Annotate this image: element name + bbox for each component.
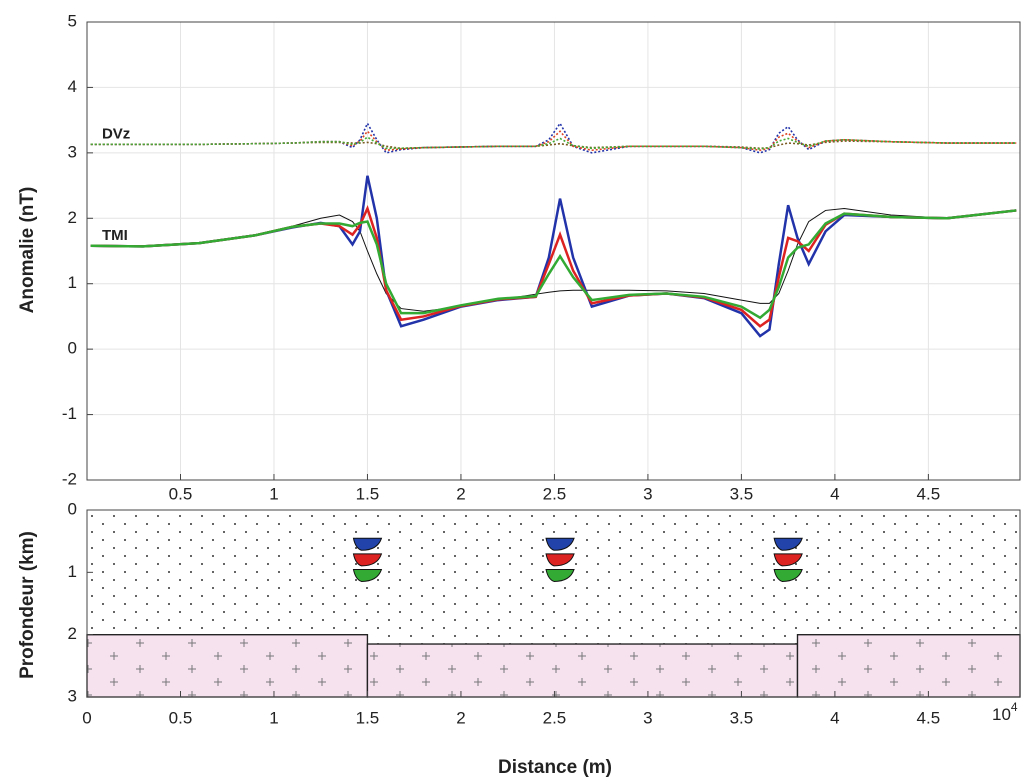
x-axis-label: Distance (m)	[498, 757, 612, 778]
x-tick-label: 3.5	[730, 484, 754, 503]
source-body	[773, 537, 803, 551]
series-line	[90, 209, 1017, 320]
y-tick-label: 4	[68, 77, 77, 96]
y-tick-label: 3	[68, 142, 77, 161]
basement-pattern	[86, 634, 369, 698]
source-body	[545, 568, 575, 582]
x-tick-label: 0	[82, 708, 91, 727]
annotation: TMI	[102, 227, 128, 244]
x-tick-label: 2.5	[543, 484, 567, 503]
x-tick-label: 4	[830, 484, 839, 503]
y-tick-label: 5	[68, 11, 77, 30]
axes-box	[86, 21, 1021, 481]
y-axis-label: Profondeur (km)	[17, 531, 38, 679]
x-tick-label: 1.5	[356, 708, 380, 727]
series-line	[90, 136, 1017, 150]
series-line	[90, 205, 1017, 328]
source-body	[545, 553, 575, 567]
x-tick-label: 4.5	[917, 708, 941, 727]
y-tick-label: 0	[68, 499, 77, 518]
x-tick-label: 2.5	[543, 708, 567, 727]
x-tick-label: 4.5	[917, 484, 941, 503]
y-tick-label: 3	[68, 686, 77, 705]
source-body	[352, 537, 383, 551]
source-body	[352, 568, 383, 582]
y-axis-label: Anomalie (nT)	[17, 187, 38, 314]
source-body	[352, 553, 383, 567]
y-tick-label: 1	[68, 273, 77, 292]
x-tick-label: 1.5	[356, 484, 380, 503]
x-multiplier: 104	[992, 700, 1018, 724]
source-body	[773, 568, 803, 582]
multiplier-power: 4	[1011, 700, 1018, 714]
x-tick-label: 4	[830, 708, 839, 727]
x-tick-label: 3	[643, 708, 652, 727]
x-tick-label: 2	[456, 484, 465, 503]
x-tick-label: 3.5	[730, 708, 754, 727]
axes-box	[86, 509, 1021, 698]
x-tick-label: 1	[269, 708, 278, 727]
y-tick-label: 0	[68, 339, 77, 358]
source-body	[545, 537, 575, 551]
multiplier-base: 10	[992, 705, 1011, 724]
y-tick-label: 2	[68, 624, 77, 643]
y-tick-label: 1	[68, 562, 77, 581]
x-tick-label: 0.5	[169, 484, 193, 503]
source-body	[773, 553, 803, 567]
x-tick-label: 1	[269, 484, 278, 503]
basement-pattern	[366, 643, 799, 698]
x-tick-label: 2	[456, 708, 465, 727]
basement-pattern	[796, 634, 1021, 698]
y-tick-label: 2	[68, 208, 77, 227]
x-tick-label: 0.5	[169, 708, 193, 727]
annotation: DVz	[102, 126, 130, 143]
x-tick-label: 3	[643, 484, 652, 503]
y-tick-label: -2	[62, 469, 77, 488]
y-tick-label: -1	[62, 404, 77, 423]
